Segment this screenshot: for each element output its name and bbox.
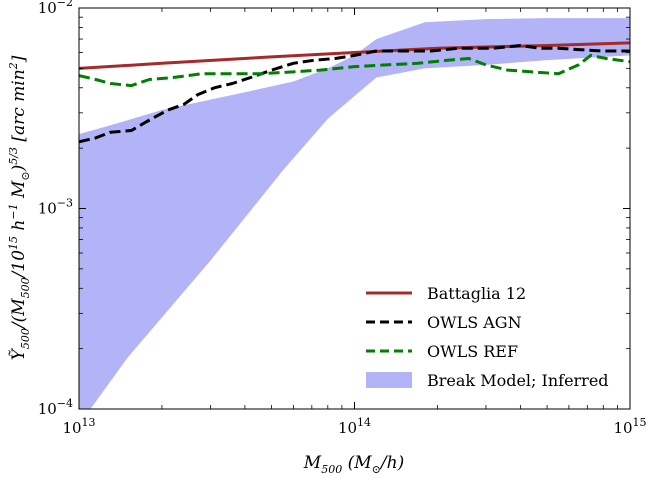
legend-label-2: OWLS REF [427,342,518,361]
series-line-2 [79,53,630,88]
x-tick-label-2: 1015 [613,416,646,437]
legend-label-1: OWLS AGN [427,313,522,332]
x-axis-label: M500 (M⊙/h) [303,453,404,476]
y-tick-label-2: 10−2 [38,0,73,17]
band-break-model-inferred [79,18,630,409]
x-tick-label-0: 1013 [62,416,95,437]
series-line-0 [79,41,630,70]
y-tick-label-1: 10−3 [38,197,73,218]
legend: Battaglia 12 OWLS AGN OWLS REF Break Model;… [366,284,609,390]
y-tick-label-0: 10−4 [38,397,73,418]
legend-label-0: Battaglia 12 [427,284,526,303]
x-tick-label-1: 1014 [338,416,371,437]
legend-label-3: Break Model; Inferred [427,371,609,390]
y-axis-label: Ỹ500/(M500/1015 h−1 M⊙)5/3 [arc min2] [7,55,32,360]
legend-swatch-3 [366,372,412,388]
series-line-1 [79,44,630,144]
